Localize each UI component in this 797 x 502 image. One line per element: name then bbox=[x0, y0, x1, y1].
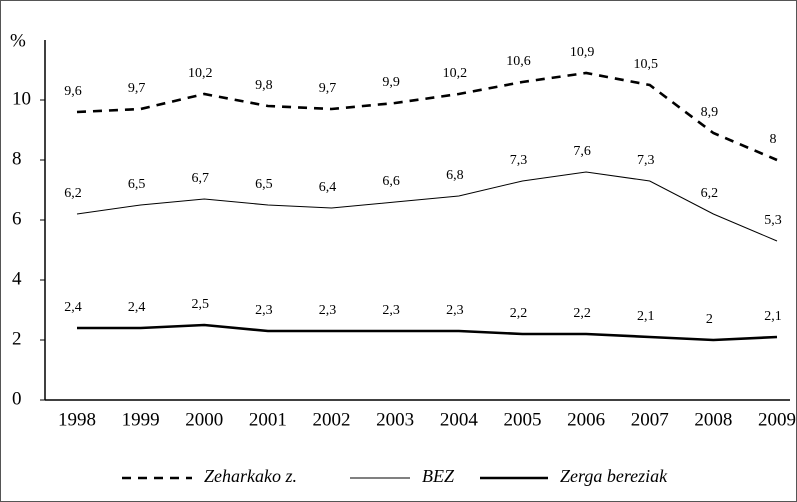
x-tick-label: 2006 bbox=[567, 409, 605, 430]
legend-label: Zeharkako z. bbox=[204, 466, 297, 486]
data-label: 7,3 bbox=[637, 153, 655, 168]
data-label: 6,2 bbox=[64, 186, 82, 201]
y-tick-label: 6 bbox=[12, 208, 22, 229]
data-label: 2,2 bbox=[510, 306, 528, 321]
data-label: 10,9 bbox=[570, 45, 595, 60]
y-tick-label: 10 bbox=[12, 88, 31, 109]
x-tick-label: 2002 bbox=[313, 409, 351, 430]
x-tick-label: 2001 bbox=[249, 409, 287, 430]
data-label: 2,1 bbox=[637, 309, 655, 324]
data-label: 6,4 bbox=[319, 180, 337, 195]
data-label: 9,7 bbox=[319, 81, 337, 96]
data-label: 2,3 bbox=[319, 303, 337, 318]
data-label: 2,5 bbox=[192, 297, 210, 312]
data-label: 6,6 bbox=[382, 174, 400, 189]
data-label: 6,2 bbox=[701, 186, 719, 201]
data-label: 2,3 bbox=[255, 303, 273, 318]
data-label: 9,7 bbox=[128, 81, 146, 96]
data-label: 8 bbox=[770, 132, 777, 147]
data-label: 2,3 bbox=[382, 303, 400, 318]
data-label: 6,5 bbox=[255, 177, 273, 192]
x-tick-label: 2008 bbox=[694, 409, 732, 430]
data-label: 7,6 bbox=[573, 144, 591, 159]
data-label: 2 bbox=[706, 312, 713, 327]
y-tick-label: 2 bbox=[12, 328, 22, 349]
data-label: 2,4 bbox=[64, 300, 82, 315]
x-tick-label: 2005 bbox=[503, 409, 541, 430]
legend-label: BEZ bbox=[422, 466, 455, 486]
series-line bbox=[77, 323, 778, 342]
y-tick-label: 8 bbox=[12, 148, 22, 169]
x-tick-label: 2003 bbox=[376, 409, 414, 430]
y-axis-label: % bbox=[10, 30, 26, 51]
x-tick-label: 1999 bbox=[122, 409, 160, 430]
series-line bbox=[76, 171, 778, 242]
data-label: 2,4 bbox=[128, 300, 146, 315]
y-tick-label: 4 bbox=[12, 268, 22, 289]
x-tick-label: 2007 bbox=[631, 409, 669, 430]
data-label: 10,2 bbox=[443, 66, 468, 81]
data-label: 10,6 bbox=[506, 54, 531, 69]
x-tick-label: 2004 bbox=[440, 409, 479, 430]
data-label: 7,3 bbox=[510, 153, 528, 168]
x-tick-label: 1998 bbox=[58, 409, 96, 430]
data-label: 6,5 bbox=[128, 177, 146, 192]
series-line bbox=[76, 71, 778, 162]
x-tick-label: 2009 bbox=[758, 409, 796, 430]
data-label: 10,2 bbox=[188, 66, 213, 81]
data-label: 2,2 bbox=[573, 306, 591, 321]
data-label: 9,9 bbox=[382, 75, 400, 90]
data-label: 2,3 bbox=[446, 303, 464, 318]
data-label: 5,3 bbox=[764, 213, 782, 228]
x-tick-label: 2000 bbox=[185, 409, 223, 430]
legend-label: Zerga bereziak bbox=[560, 466, 668, 486]
data-label: 10,5 bbox=[633, 57, 658, 72]
data-label: 8,9 bbox=[701, 105, 719, 120]
data-label: 6,7 bbox=[192, 171, 210, 186]
y-tick-label: 0 bbox=[12, 388, 22, 409]
data-label: 6,8 bbox=[446, 168, 464, 183]
data-label: 9,8 bbox=[255, 78, 273, 93]
data-label: 9,6 bbox=[64, 84, 82, 99]
data-label: 2,1 bbox=[764, 309, 782, 324]
